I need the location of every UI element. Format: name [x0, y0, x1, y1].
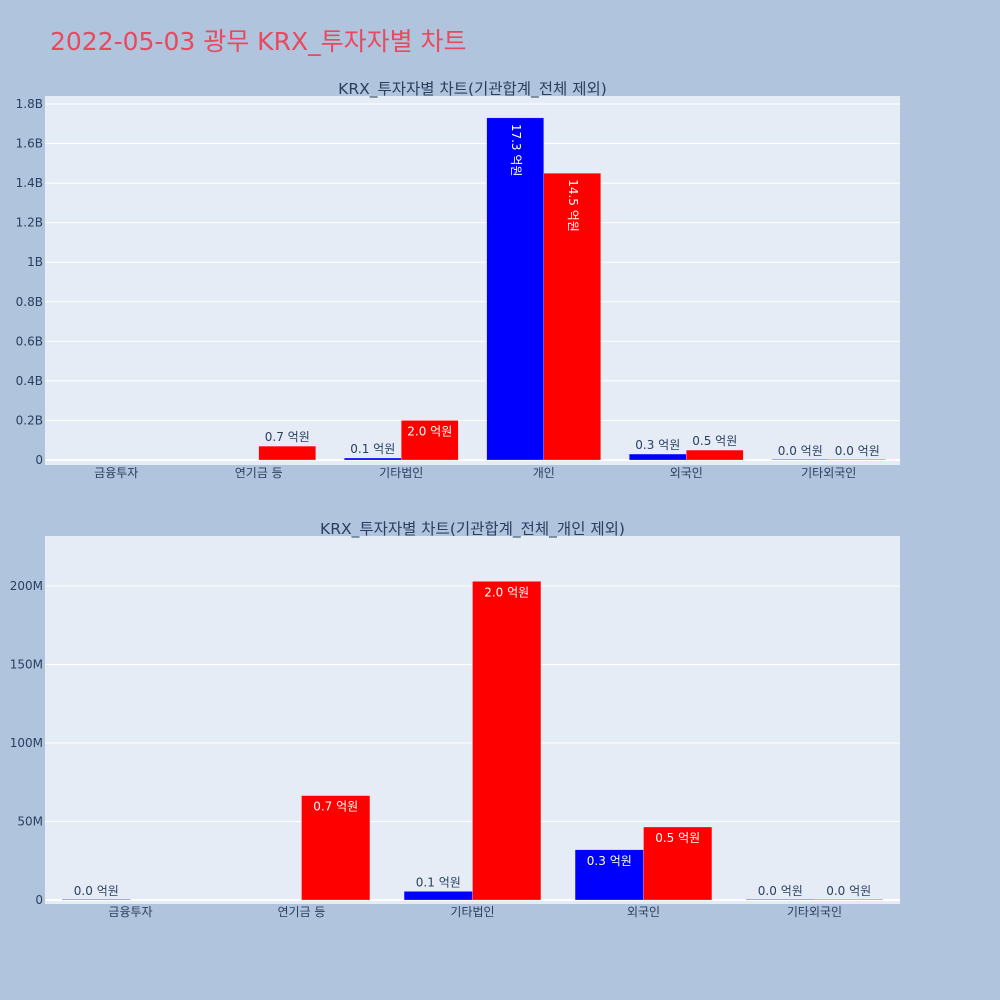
bar-data-label: 17.3 억원 — [509, 124, 523, 177]
y-tick-label: 100M — [10, 736, 43, 750]
bar — [258, 445, 316, 461]
y-tick-label: 50M — [17, 815, 43, 829]
x-tick-label: 개인 — [533, 466, 555, 480]
y-tick-label: 1.4B — [16, 176, 43, 190]
x-tick-label: 연기금 등 — [235, 466, 283, 480]
y-tick-label: 0.4B — [16, 374, 43, 388]
y-tick-label: 0.2B — [16, 413, 43, 427]
bar — [486, 117, 544, 461]
y-tick-label: 0 — [35, 453, 43, 467]
bar — [344, 457, 402, 461]
y-tick-label: 1.6B — [16, 137, 43, 151]
bar — [61, 899, 131, 901]
y-tick-label: 0.6B — [16, 334, 43, 348]
bar — [543, 172, 601, 461]
chart-bottom: 0 50M 100M 150M 200M 0.0 억원 0.1 억원 0.3 억원 0.0 억원… — [10, 520, 900, 919]
y-tick-label: 1.2B — [16, 216, 43, 230]
bar-data-label: 2.0 억원 — [407, 424, 452, 438]
x-tick-label: 기타법인 — [450, 905, 494, 919]
x-tick-label: 금융투자 — [108, 905, 152, 919]
bar — [814, 899, 884, 901]
y-tick-label: 1B — [27, 255, 43, 269]
bar — [301, 795, 371, 901]
bar — [745, 899, 815, 901]
x-tick-label: 기타외국인 — [787, 905, 842, 919]
bar-data-label: 2.0 억원 — [484, 585, 529, 599]
bar-data-label: 0.3 억원 — [635, 438, 680, 452]
x-tick-label: 외국인 — [627, 905, 660, 919]
x-tick-label: 외국인 — [670, 466, 703, 480]
chart-title: KRX_투자자별 차트(기관합계_전체 제외) — [338, 80, 607, 99]
bar-data-label: 0.1 억원 — [350, 442, 395, 456]
x-tick-label: 기타법인 — [379, 466, 423, 480]
chart-title: KRX_투자자별 차트(기관합계_전체_개인 제외) — [320, 520, 625, 539]
x-tick-label: 금융투자 — [94, 466, 138, 480]
x-tick-label: 연기금 등 — [278, 905, 326, 919]
bar-data-label: 14.5 억원 — [566, 179, 580, 232]
plot-area — [45, 96, 900, 465]
bar — [401, 420, 459, 461]
y-tick-label: 150M — [10, 658, 43, 672]
bar — [686, 449, 744, 461]
y-tick-label: 1.8B — [16, 97, 43, 111]
bar — [828, 459, 886, 461]
bar — [472, 581, 542, 901]
bar-data-label: 0.7 억원 — [265, 430, 310, 444]
bar — [629, 453, 687, 461]
bar — [574, 849, 644, 901]
bar-data-label: 0.1 억원 — [416, 875, 461, 889]
x-tick-label: 기타외국인 — [801, 466, 856, 480]
y-tick-label: 0 — [35, 893, 43, 907]
page-title: 2022-05-03 광무 KRX_투자자별 차트 — [50, 27, 467, 56]
bar-data-label: 0.0 억원 — [778, 444, 823, 458]
bar-data-label: 0.5 억원 — [692, 434, 737, 448]
bar-data-label: 0.0 억원 — [74, 884, 119, 898]
y-tick-label: 0.8B — [16, 295, 43, 309]
bar-data-label: 0.0 억원 — [835, 444, 880, 458]
bar-data-label: 0.7 억원 — [313, 800, 358, 814]
bar-data-label: 0.3 억원 — [587, 854, 632, 868]
bar-data-label: 0.0 억원 — [758, 884, 803, 898]
bar-data-label: 0.0 억원 — [826, 884, 871, 898]
bar-data-label: 0.5 억원 — [655, 831, 700, 845]
bar — [771, 459, 829, 461]
bar — [643, 826, 713, 901]
bar — [403, 891, 473, 901]
y-tick-label: 200M — [10, 579, 43, 593]
chart-top: 0 0.2B 0.4B 0.6B 0.8B 1B 1.2B 1.4B 1.6B 1.8B 0.1 억… — [16, 80, 900, 480]
